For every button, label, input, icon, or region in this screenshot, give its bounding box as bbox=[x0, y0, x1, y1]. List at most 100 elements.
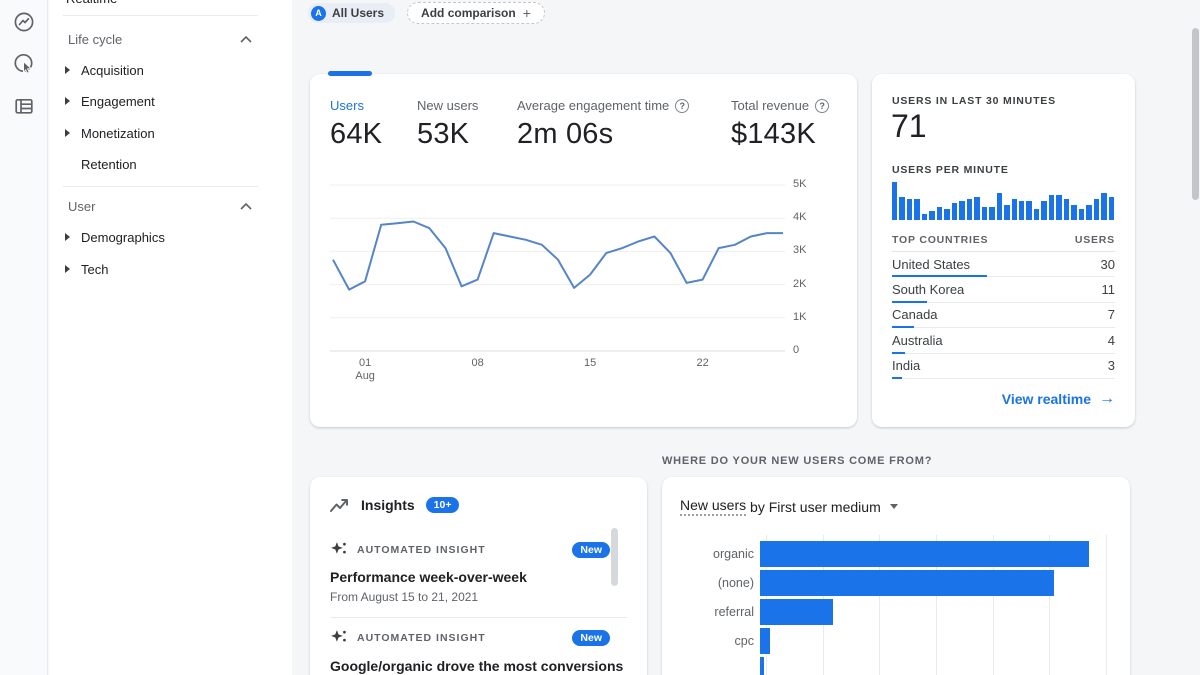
chart-bars: organic (none) referral cpc bbox=[678, 539, 1114, 675]
sidebar-item-demographics[interactable]: Demographics bbox=[49, 224, 292, 250]
metric-avg-engagement-time[interactable]: Average engagement time ? 2m 06s bbox=[517, 98, 731, 151]
users-last-30-min-value: 71 bbox=[891, 108, 927, 144]
users-per-minute-label: USERS PER MINUTE bbox=[892, 164, 1009, 176]
minute-bar bbox=[914, 199, 920, 220]
bar[interactable] bbox=[760, 569, 1055, 596]
dimension-label: by First user medium bbox=[750, 498, 881, 515]
new-users-by-medium-card: New users by First user medium organic (n… bbox=[662, 477, 1130, 675]
metric-users[interactable]: Users 64K bbox=[330, 98, 417, 151]
bar-category-label: referral bbox=[714, 604, 754, 619]
insight-subtitle: From August 15 to 21, 2021 bbox=[330, 590, 479, 604]
page-scrollbar[interactable] bbox=[1192, 28, 1199, 200]
country-users: 7 bbox=[1107, 307, 1115, 323]
sidebar-item-monetization[interactable]: Monetization bbox=[49, 120, 292, 146]
bar-category-label: (none) bbox=[717, 575, 754, 590]
users-per-minute-chart[interactable] bbox=[892, 182, 1115, 220]
help-icon[interactable]: ? bbox=[675, 98, 690, 113]
sidebar-item-tech[interactable]: Tech bbox=[49, 256, 292, 282]
expand-arrow-icon bbox=[65, 66, 70, 74]
countries-table: United States 30 South Korea 11 Canada 7… bbox=[892, 252, 1115, 379]
divider bbox=[330, 617, 627, 618]
insight-item-header: AUTOMATED INSIGHT New bbox=[330, 629, 610, 646]
y-tick-label: 0 bbox=[793, 344, 800, 356]
country-users: 11 bbox=[1101, 282, 1116, 298]
plus-icon: + bbox=[522, 5, 531, 21]
country-name: Australia bbox=[892, 332, 943, 348]
insights-icon bbox=[330, 498, 348, 512]
minute-bar bbox=[1063, 199, 1070, 220]
metric-selector[interactable]: New users bbox=[680, 497, 747, 516]
minute-bar bbox=[989, 206, 995, 220]
view-realtime-link[interactable]: View realtime → bbox=[1002, 390, 1115, 408]
country-value-bar bbox=[892, 351, 905, 354]
minute-bar bbox=[1078, 208, 1085, 220]
sidebar-section-user[interactable]: User bbox=[49, 193, 292, 219]
table-row[interactable]: Australia 4 bbox=[892, 328, 1115, 354]
chevron-down-icon[interactable] bbox=[889, 504, 898, 509]
country-users: 4 bbox=[1107, 332, 1115, 348]
country-value-bar bbox=[892, 326, 915, 329]
metric-label: Average engagement time bbox=[517, 98, 670, 113]
metric-label: Users bbox=[330, 98, 364, 113]
section-label: User bbox=[68, 198, 96, 214]
explore-icon[interactable] bbox=[12, 52, 36, 76]
sidebar-item-label: Monetization bbox=[81, 125, 155, 141]
insights-scrollbar[interactable] bbox=[611, 528, 618, 586]
add-comparison-button[interactable]: Add comparison + bbox=[407, 2, 545, 24]
country-name: India bbox=[892, 358, 921, 374]
card-title: New users by First user medium bbox=[680, 497, 898, 516]
insight-kicker: AUTOMATED INSIGHT bbox=[357, 631, 486, 644]
bar-row: referral bbox=[678, 597, 1114, 626]
sidebar-item-realtime[interactable]: Realtime bbox=[49, 0, 292, 12]
metric-new-users[interactable]: New users 53K bbox=[417, 98, 517, 151]
insight-title[interactable]: Performance week-over-week bbox=[330, 569, 527, 585]
table-row[interactable]: United States 30 bbox=[892, 252, 1115, 278]
table-row[interactable]: Canada 7 bbox=[892, 303, 1115, 329]
sidebar-item-label: Engagement bbox=[81, 93, 155, 109]
help-icon[interactable]: ? bbox=[815, 98, 830, 113]
bar[interactable] bbox=[760, 598, 833, 625]
gridline bbox=[936, 535, 937, 675]
chevron-up-icon bbox=[240, 202, 252, 210]
metric-total-revenue[interactable]: Total revenue ? $143K bbox=[731, 98, 830, 151]
minute-bar bbox=[921, 214, 928, 220]
all-users-chip[interactable]: A All Users bbox=[308, 3, 396, 23]
bar[interactable] bbox=[760, 656, 765, 675]
new-users-bar-chart[interactable]: organic (none) referral cpc bbox=[678, 535, 1114, 675]
sidebar-item-label: Acquisition bbox=[81, 62, 144, 78]
minute-bar bbox=[936, 206, 943, 220]
bar-row: cpc bbox=[678, 626, 1114, 655]
minute-bar bbox=[892, 182, 898, 220]
home-icon[interactable] bbox=[12, 10, 36, 34]
users-header: USERS bbox=[1074, 234, 1115, 246]
minute-bar bbox=[1071, 204, 1077, 220]
y-tick-label: 4K bbox=[793, 211, 807, 224]
minute-bar bbox=[1093, 199, 1100, 220]
library-icon[interactable] bbox=[12, 94, 36, 118]
divider bbox=[63, 15, 258, 16]
bar[interactable] bbox=[760, 540, 1089, 567]
gridline bbox=[879, 535, 881, 675]
sidebar-item-label: Realtime bbox=[66, 0, 117, 9]
country-name: South Korea bbox=[892, 282, 965, 298]
insight-title[interactable]: Google/organic drove the most conversion… bbox=[330, 658, 624, 674]
table-row[interactable]: India 3 bbox=[892, 354, 1115, 379]
sidebar-item-acquisition[interactable]: Acquisition bbox=[49, 57, 292, 83]
bar-row: (none) bbox=[678, 568, 1114, 597]
table-row[interactable]: South Korea 11 bbox=[892, 277, 1116, 303]
expand-arrow-icon bbox=[65, 265, 70, 273]
sidebar-item-label: Demographics bbox=[81, 229, 165, 245]
users-trend-chart[interactable] bbox=[330, 179, 785, 352]
insight-item-header: AUTOMATED INSIGHT New bbox=[330, 541, 610, 558]
sidebar-item-retention[interactable]: Retention bbox=[49, 151, 292, 177]
bar[interactable] bbox=[760, 627, 771, 654]
metrics-row: Users 64K New users 53K Average engageme… bbox=[310, 74, 857, 151]
active-tab-indicator bbox=[328, 71, 372, 76]
metric-value: 53K bbox=[417, 118, 470, 150]
metric-label-row: Average engagement time ? bbox=[517, 98, 731, 113]
sidebar-section-life-cycle[interactable]: Life cycle bbox=[49, 26, 292, 52]
minute-bar bbox=[1004, 204, 1010, 220]
sidebar-item-engagement[interactable]: Engagement bbox=[49, 88, 292, 114]
expand-arrow-icon bbox=[65, 129, 70, 137]
bar-category-label: cpc bbox=[734, 633, 754, 648]
